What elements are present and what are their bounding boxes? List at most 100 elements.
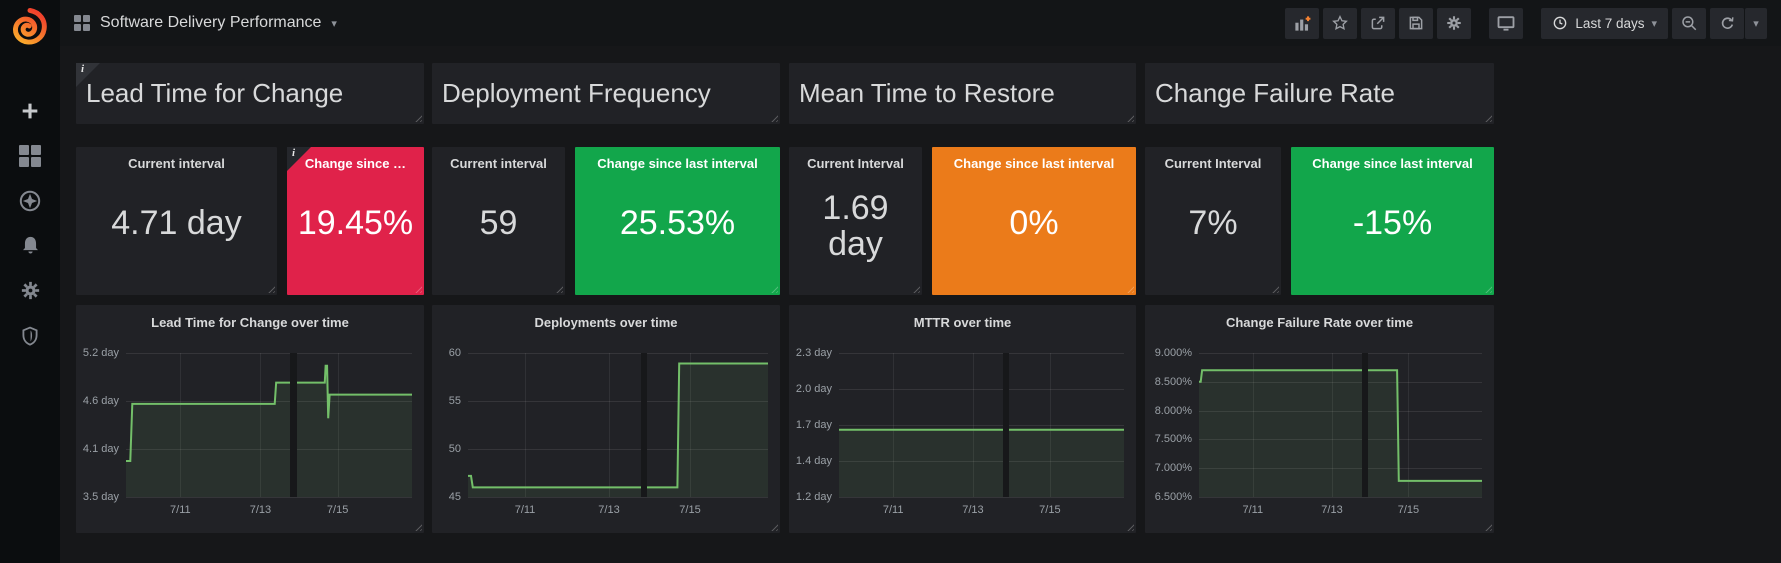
chart-title[interactable]: MTTR over time (913, 315, 1012, 330)
resize-handle[interactable] (1125, 284, 1134, 293)
chart-title[interactable]: Lead Time for Change over time (151, 315, 349, 330)
column-header: Lead Time for Change (86, 78, 344, 108)
series-line (1199, 353, 1482, 497)
clock-icon (1554, 16, 1567, 30)
resize-handle[interactable] (554, 284, 563, 293)
alerting-bell-icon[interactable] (0, 223, 60, 268)
resize-handle[interactable] (769, 522, 778, 531)
resize-handle[interactable] (266, 284, 275, 293)
zoom-out-time-button[interactable] (1672, 7, 1706, 39)
y-tick-label: 60 (448, 347, 461, 359)
y-tick-label: 4.6 day (82, 395, 119, 407)
h-gridline (839, 389, 1124, 390)
refresh-button[interactable] (1710, 7, 1744, 39)
resize-handle[interactable] (1483, 284, 1492, 293)
x-tick-label: 7/13 (962, 504, 984, 516)
add-panel-button[interactable] (1285, 7, 1320, 39)
stat-value: -15% (1352, 204, 1433, 243)
y-tick-label: 7.500% (1154, 433, 1192, 446)
dashboard-title-picker[interactable]: Software Delivery Performance ▾ (74, 14, 337, 32)
header-panel-lead-time: i Lead Time for Change (76, 63, 424, 124)
dashboard-settings-button[interactable] (1437, 7, 1472, 39)
stat-title: Change since last interval (1312, 156, 1473, 171)
chart-title[interactable]: Change Failure Rate over time (1225, 315, 1414, 330)
resize-handle[interactable] (413, 522, 422, 531)
x-tick-label: 7/15 (679, 504, 701, 516)
h-gridline (468, 497, 768, 498)
sidebar-menu (0, 88, 60, 358)
dashboard-title: Software Delivery Performance (100, 14, 322, 31)
resize-handle[interactable] (1125, 522, 1134, 531)
stat-current-lead-time[interactable]: Current interval 4.71 day (76, 147, 277, 295)
data-gap-band (1002, 353, 1009, 497)
y-tick-label: 3.5 day (82, 491, 119, 503)
header-panel-deploy-freq: Deployment Frequency (432, 63, 780, 124)
stat-current-mttr[interactable]: Current Interval 1.69 day (789, 147, 922, 295)
configuration-gear-icon[interactable] (0, 268, 60, 313)
h-gridline (1199, 353, 1482, 354)
h-gridline (126, 353, 412, 354)
y-tick-label: 1.7 day (795, 419, 832, 431)
stat-change-deployments[interactable]: Change since last interval 25.53% (575, 147, 780, 295)
stat-title: Current interval (450, 156, 547, 171)
resize-handle[interactable] (1270, 284, 1279, 293)
y-tick-label: 8.500% (1154, 375, 1192, 388)
stat-current-change-failure[interactable]: Current Interval 7% (1145, 147, 1281, 295)
resize-handle[interactable] (1483, 522, 1492, 531)
data-gap-band (290, 353, 297, 497)
chart-panel-mttr-over-time: MTTR over time 2.3 day 2.0 day 1.7 day 1.4 … (789, 305, 1136, 533)
y-tick-label: 1.2 day (795, 491, 832, 503)
resize-handle[interactable] (1483, 113, 1492, 122)
h-gridline (839, 425, 1124, 426)
chart-plot-area: 60 55 50 45 7/11 7/13 7/15 (449, 347, 768, 516)
stat-current-deployments[interactable]: Current interval 59 (432, 147, 565, 295)
server-admin-shield-icon[interactable] (0, 313, 60, 358)
dashboards-icon[interactable] (0, 133, 60, 178)
resize-handle[interactable] (413, 113, 422, 122)
chart-plot-area: 5.2 day 4.6 day 4.1 day 3.5 day 7/11 7/13 7/15 (83, 347, 412, 516)
chart-title[interactable]: Deployments over time (534, 315, 678, 330)
h-gridline (1199, 439, 1482, 441)
stat-value: 7% (1188, 204, 1238, 243)
stat-value: 4.71 day (111, 204, 242, 243)
resize-handle[interactable] (911, 284, 920, 293)
v-gridline (893, 353, 895, 497)
x-tick-label: 7/13 (598, 504, 620, 516)
dashboard-grid: i Lead Time for Change Deployment Freque… (60, 46, 1781, 563)
stat-change-mttr[interactable]: Change since last interval 0% (932, 147, 1136, 295)
column-header: Change Failure Rate (1155, 78, 1395, 108)
explore-compass-icon[interactable] (0, 178, 60, 223)
header-panel-mttr: Mean Time to Restore (789, 63, 1136, 124)
series-line (126, 353, 412, 497)
chart-plot-area: 2.3 day 2.0 day 1.7 day 1.4 day 1.2 day 7/11 7… (796, 347, 1124, 516)
v-gridline (1332, 353, 1333, 497)
save-dashboard-button[interactable] (1399, 7, 1434, 39)
refresh-interval-caret-button[interactable]: ▾ (1745, 7, 1767, 39)
cycle-view-tv-button[interactable] (1489, 7, 1524, 39)
time-range-picker[interactable]: Last 7 days ▾ (1541, 7, 1668, 39)
resize-handle[interactable] (769, 284, 778, 293)
resize-handle[interactable] (1125, 113, 1134, 122)
stat-change-change-failure[interactable]: Change since last interval -15% (1291, 147, 1494, 295)
title-caret-icon: ▾ (331, 17, 337, 30)
v-gridline (1252, 353, 1254, 497)
star-dashboard-button[interactable] (1323, 7, 1358, 39)
create-plus-icon[interactable] (0, 88, 60, 133)
v-gridline (1049, 353, 1051, 497)
info-icon[interactable]: i (287, 147, 311, 171)
x-tick-label: 7/13 (249, 504, 272, 516)
x-tick-label: 7/13 (1321, 504, 1343, 516)
y-tick-label: 55 (448, 395, 461, 407)
y-tick-label: 45 (448, 491, 461, 503)
x-tick-label: 7/11 (1242, 504, 1264, 516)
h-gridline (839, 461, 1124, 462)
v-gridline (525, 353, 526, 497)
stat-change-lead-time[interactable]: i Change since … 19.45% (287, 147, 424, 295)
stat-value: 25.53% (619, 204, 736, 243)
share-dashboard-button[interactable] (1361, 7, 1396, 39)
info-icon[interactable]: i (76, 63, 100, 87)
grafana-logo[interactable] (0, 0, 60, 52)
resize-handle[interactable] (413, 284, 422, 293)
resize-handle[interactable] (769, 113, 778, 122)
stat-value: 59 (479, 204, 518, 243)
